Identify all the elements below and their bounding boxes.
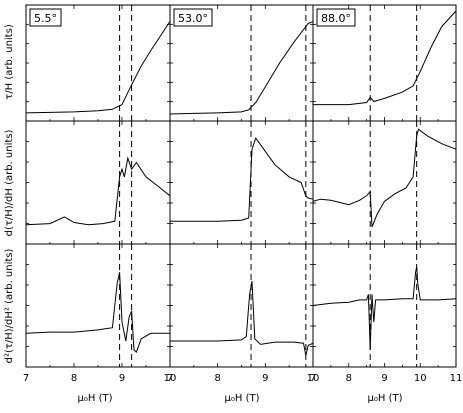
angle-label-text: 53.0° — [178, 12, 208, 25]
angle-label: 53.0° — [173, 8, 213, 27]
data-series-line — [170, 281, 314, 356]
panels-layer: 5.5° 7 8 9 10 53.0° 7 8 9 10 88.0° 7 8 9 10 11 — [23, 4, 463, 384]
angle-label-box — [316, 8, 356, 27]
angle-label: 88.0° — [316, 8, 356, 27]
x-tick-label: 9 — [119, 373, 125, 384]
panel-frame — [312, 243, 457, 368]
data-series-line — [313, 10, 457, 106]
ylabel-row-2: d(τ/H)/dH (arb. units) — [4, 130, 15, 237]
xlabel-col-2: μ₀H (T) — [225, 393, 260, 404]
panel-frame — [169, 243, 314, 368]
x-tick-label: 7 — [23, 373, 29, 384]
x-tick-label: 8 — [71, 373, 77, 384]
x-tick-label: 10 — [164, 373, 177, 384]
data-series-line — [25, 272, 170, 353]
angle-label-box — [29, 8, 62, 27]
x-tick-label: 8 — [214, 373, 220, 384]
angle-label-text: 88.0° — [321, 12, 351, 25]
ylabel-row-1: τ/H (arb. units) — [4, 24, 15, 100]
angle-label-box — [173, 8, 213, 27]
panel-c1-r2 — [25, 120, 171, 245]
x-tick-label: 7 — [167, 373, 173, 384]
data-series-line — [312, 128, 457, 228]
panel-c3-r3 — [312, 243, 457, 368]
panel-c2-r2 — [169, 120, 314, 245]
panel-c1-r3 — [25, 243, 171, 368]
x-tick-label: 9 — [262, 373, 268, 384]
data-series-line — [170, 137, 314, 222]
ylabel-row-3: d²(τ/H)/dH² (arb. units) — [4, 248, 15, 363]
data-series-line — [169, 20, 314, 115]
angle-label-text: 5.5° — [34, 12, 57, 25]
x-tick-label: 10 — [307, 373, 320, 384]
xlabel-col-3: μ₀H (T) — [368, 393, 403, 404]
panel-frame — [25, 243, 171, 368]
panel-frame — [169, 120, 314, 245]
panel-c2-r3 — [169, 243, 314, 368]
labels-layer: τ/H (arb. units) d(τ/H)/dH (arb. units) … — [4, 24, 403, 404]
x-tick-label: 8 — [346, 373, 352, 384]
data-series-line — [312, 266, 457, 350]
x-tick-label: 9 — [381, 373, 387, 384]
panel-frame — [25, 120, 171, 245]
panel-c3-r2 — [312, 120, 457, 245]
x-tick-label: 7 — [310, 373, 316, 384]
data-series-line — [25, 156, 171, 226]
xlabel-col-1: μ₀H (T) — [78, 393, 113, 404]
x-tick-label: 10 — [414, 373, 427, 384]
angle-label: 5.5° — [29, 8, 62, 27]
data-series-line — [25, 21, 171, 114]
x-tick-label: 11 — [450, 373, 463, 384]
